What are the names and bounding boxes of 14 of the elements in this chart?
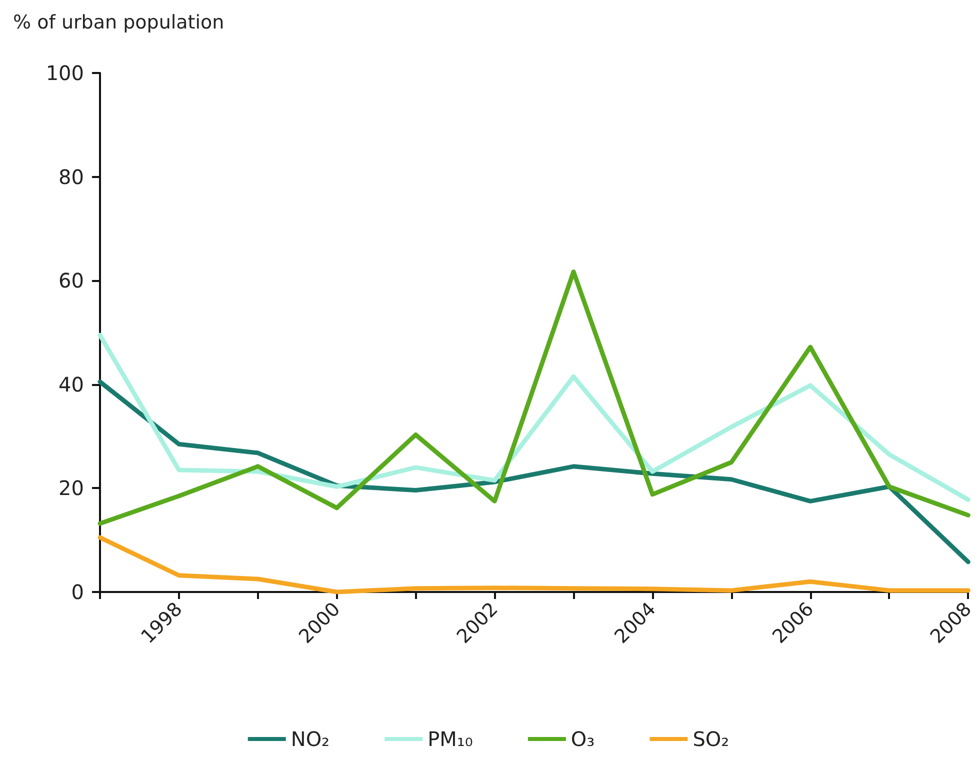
- y-tick-label: 100: [46, 61, 84, 85]
- y-tick-label: 40: [58, 372, 84, 396]
- line-series: [98, 332, 970, 502]
- y-tick-label: 80: [58, 164, 84, 189]
- y-tick-label: 60: [58, 268, 84, 293]
- legend-label: NO₂: [290, 727, 330, 751]
- y-tick-label: 0: [71, 580, 84, 604]
- y-axis-title: % of urban population: [13, 12, 224, 34]
- line-series: [98, 270, 970, 526]
- legend-label: PM₁₀: [428, 727, 473, 751]
- legend-label: SO₂: [692, 727, 730, 751]
- line-series: [98, 380, 970, 564]
- legend-label: O₃: [570, 727, 595, 751]
- y-tick-label: 20: [58, 476, 84, 500]
